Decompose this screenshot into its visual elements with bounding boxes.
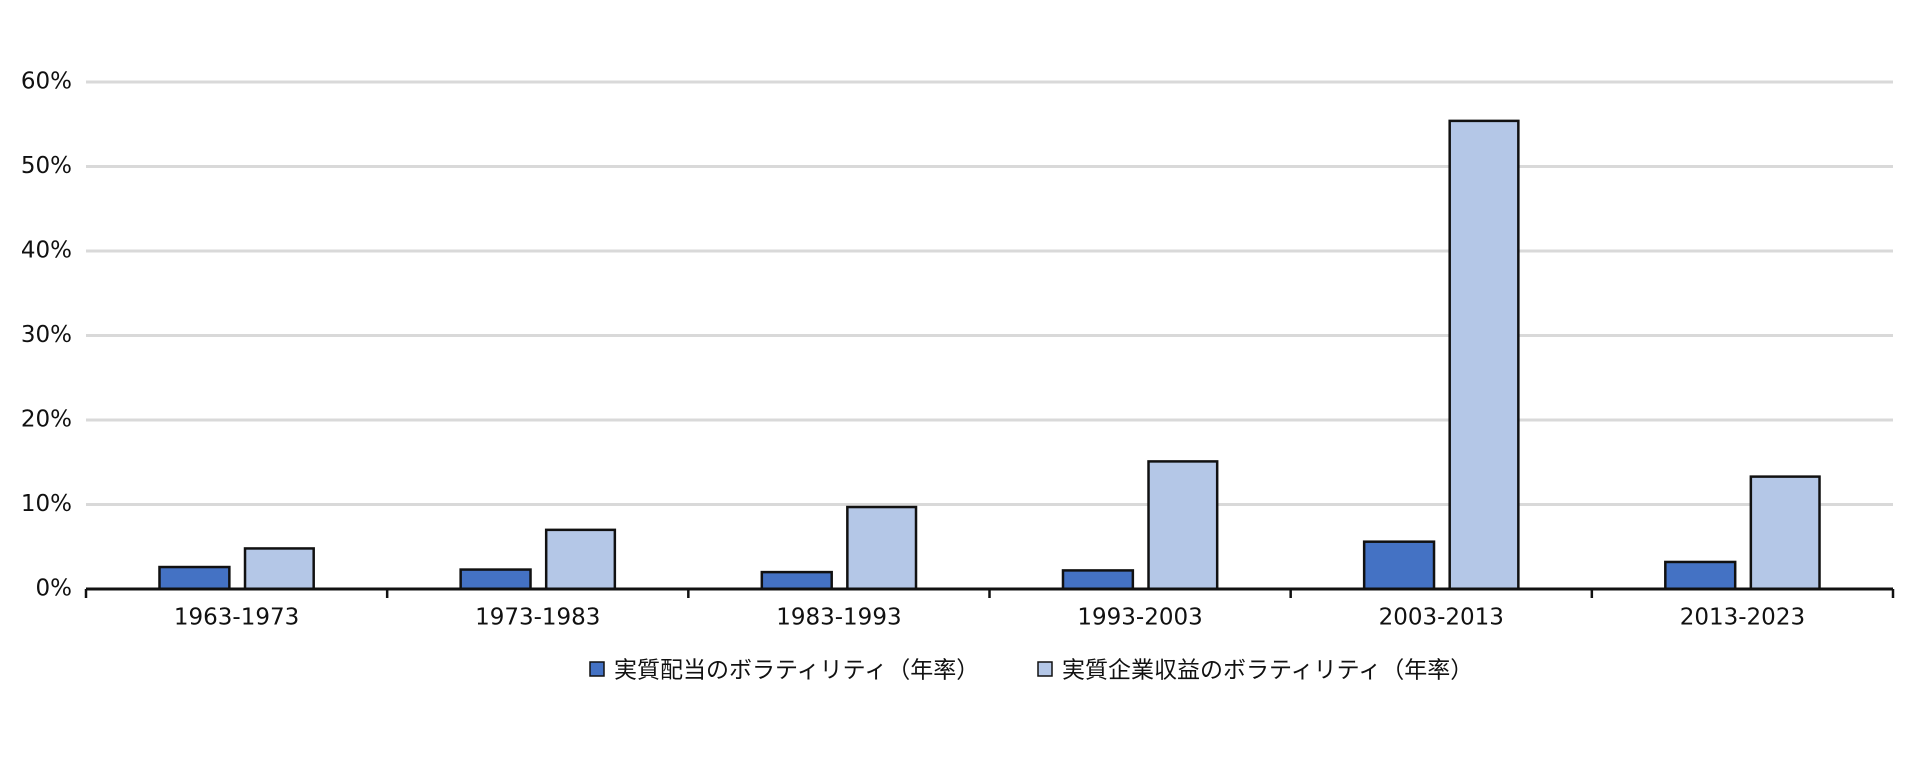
legend-label: 実質配当のボラティリティ（年率） [614,658,979,684]
bar [544,528,617,591]
bar [1147,460,1219,591]
bar [243,547,315,591]
legend-marker [589,661,605,677]
x-tick-label: 1993-2003 [1077,605,1202,631]
y-tick-label: 20% [21,407,72,433]
x-tick-label: 1983-1993 [776,605,901,631]
y-tick-label: 30% [21,322,72,348]
x-tick-label: 1963-1973 [174,605,299,631]
bar [158,565,231,591]
y-tick-label: 10% [21,491,72,517]
bar [1061,569,1135,591]
x-tick-label: 2013-2023 [1680,605,1805,631]
bar [1362,540,1436,591]
bar [1664,560,1737,591]
bar [1749,475,1821,591]
legend-label: 実質企業収益のボラティリティ（年率） [1062,658,1473,684]
y-tick-label: 60% [21,69,72,95]
y-tick-label: 0% [36,576,73,602]
legend-marker [1037,661,1053,677]
bar [846,505,918,591]
y-tick-label: 50% [21,153,72,179]
x-tick-label: 2003-2013 [1379,605,1504,631]
y-tick-label: 40% [21,238,72,264]
bar [459,568,532,591]
bar [760,570,833,591]
x-tick-label: 1973-1983 [475,605,600,631]
bar [1448,119,1520,591]
